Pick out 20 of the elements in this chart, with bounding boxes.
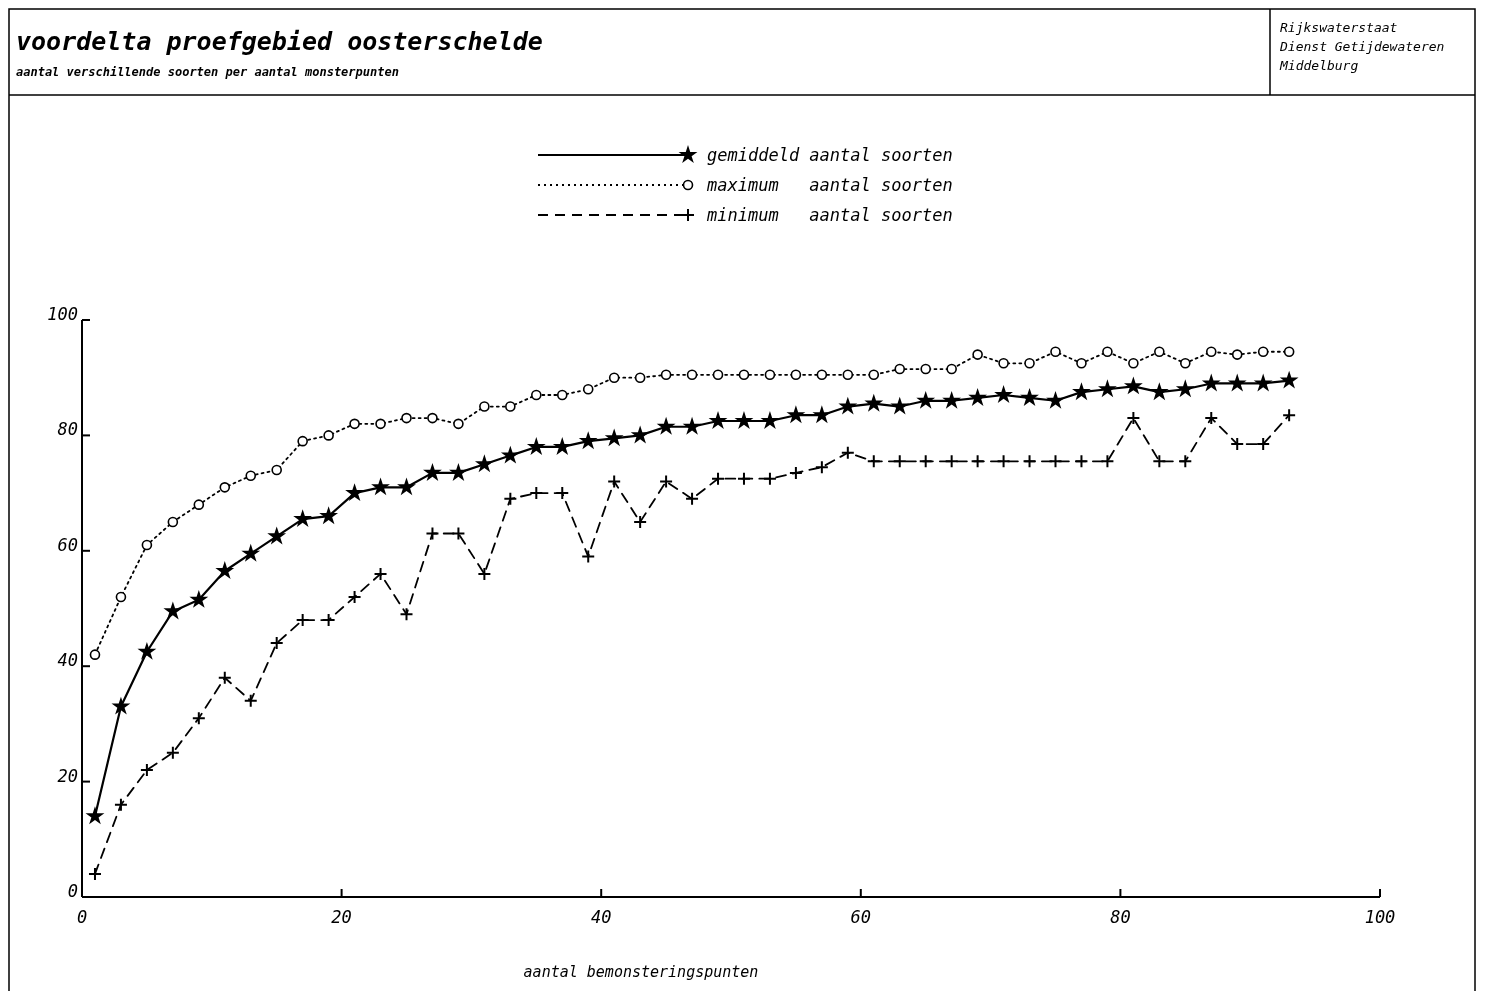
y-tick-label: 60 — [57, 534, 78, 555]
y-tick-label: 80 — [57, 419, 78, 440]
x-tick-label: 60 — [850, 907, 872, 927]
y-tick-label: 40 — [57, 650, 78, 671]
legend-label: minimum aantal soorten — [706, 205, 953, 225]
x-tick-label: 80 — [1110, 907, 1131, 927]
y-tick-label: 100 — [47, 304, 78, 324]
x-tick-label: 40 — [590, 907, 612, 927]
y-tick-label: 20 — [57, 765, 78, 786]
text: Dienst Getijdewateren — [1279, 39, 1445, 54]
y-tick-label: 0 — [67, 881, 78, 901]
text: Middelburg — [1279, 58, 1359, 73]
x-tick-label: 20 — [331, 907, 352, 927]
x-tick-label: 100 — [1364, 907, 1396, 927]
text: Rijkswaterstaat — [1280, 20, 1398, 35]
x-axis-title: aantal bemonsteringspunten — [523, 963, 759, 981]
chart-title: voordelta proefgebied oosterschelde — [16, 27, 543, 56]
legend-label: gemiddeld aantal soorten — [707, 145, 953, 165]
chart-subtitle: aantal verschillende soorten per aantal monsterpunten — [16, 65, 399, 79]
legend-label: maximum aantal soorten — [706, 175, 953, 195]
